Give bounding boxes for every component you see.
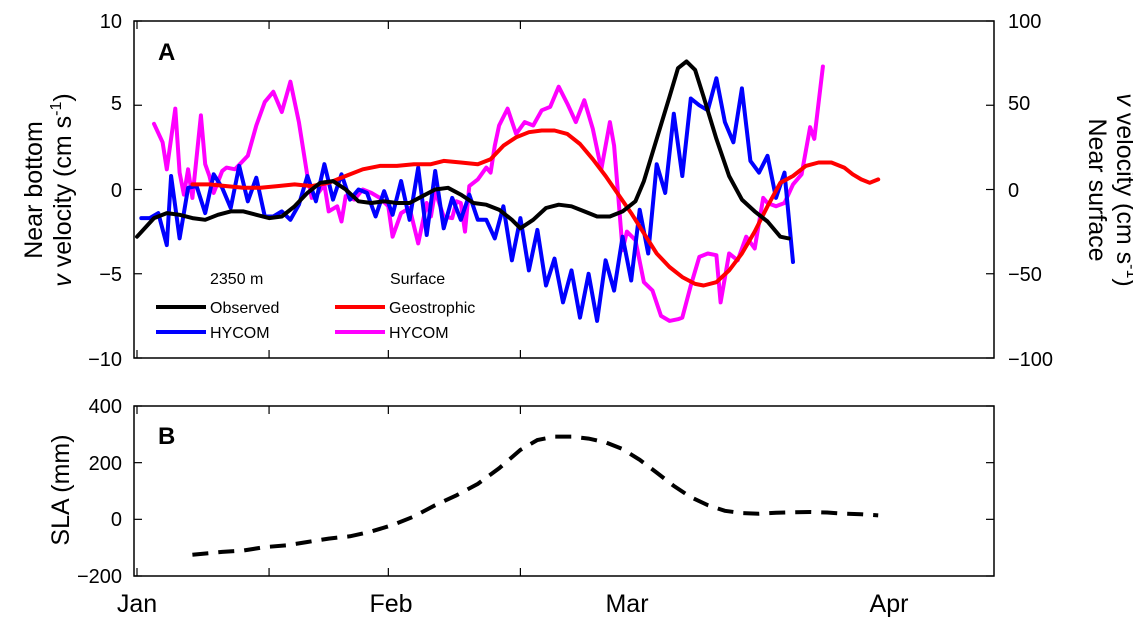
panel-a-tick-label-right-3: −50 <box>1008 264 1042 286</box>
series-line-hycom-left <box>139 76 795 323</box>
panel-a-tick-label-left-0: 10 <box>100 11 122 33</box>
panel-a-tick-label-left-1: 5 <box>111 93 122 115</box>
panel-a-ylabel-left-line2: v velocity (cm s-1) <box>48 93 77 286</box>
panel-b-tick-label-2: 0 <box>111 509 122 531</box>
x-tick-label-jan: Jan <box>117 590 157 618</box>
legend-label-geostrophic: Geostrophic <box>389 300 475 317</box>
panel-a-ylabel-left-line1: Near bottom <box>20 121 48 259</box>
panel-a-tick-label-left-2: 0 <box>111 180 122 202</box>
x-tick-label-mar: Mar <box>605 590 648 618</box>
legend-label-hycom-surface: HYCOM <box>389 325 449 342</box>
series-line-sla-0 <box>192 434 879 557</box>
panel-a-tick-label-right-0: 100 <box>1008 11 1041 33</box>
series-line-hycom-right <box>152 64 825 323</box>
panel-b-series-lines <box>192 434 879 557</box>
legend: 2350 m Surface Observed HYCOM Geostrophi… <box>156 271 475 342</box>
legend-group-title-surface: Surface <box>390 271 445 288</box>
legend-label-observed: Observed <box>210 300 279 317</box>
panel-a-y-ticks <box>134 20 994 359</box>
panel-b-frame <box>133 405 995 577</box>
panel-a-label: A <box>158 39 175 66</box>
panel-a-tick-label-right-1: 50 <box>1008 93 1030 115</box>
panel-b-tick-label-3: −200 <box>77 566 122 588</box>
panel-b-tick-label-1: 200 <box>89 453 122 475</box>
panel-a-series-lines <box>135 59 881 323</box>
panel-a-x-ticks <box>136 21 522 358</box>
panel-b-tick-label-0: 400 <box>89 396 122 418</box>
panel-a: 10 5 0 −5 −10 100 50 0 −50 −100 A Near b… <box>20 11 1133 371</box>
series-line-observed-left <box>135 59 791 241</box>
legend-label-hycom-bottom: HYCOM <box>210 325 270 342</box>
legend-group-title-2350m: 2350 m <box>210 271 263 288</box>
panel-b-y-ticks <box>134 405 994 577</box>
panel-b-label: B <box>158 423 175 450</box>
panel-b-ylabel: SLA (mm) <box>47 434 75 545</box>
panel-a-tick-label-right-2: 0 <box>1008 180 1019 202</box>
panel-a-tick-label-right-4: −100 <box>1008 349 1053 371</box>
x-tick-label-feb: Feb <box>369 590 412 618</box>
panel-a-tick-label-left-4: −10 <box>88 349 122 371</box>
panel-a-tick-label-left-3: −5 <box>99 264 122 286</box>
panel-a-ylabel-right-line1: Near surface <box>1083 118 1111 261</box>
x-tick-label-apr: Apr <box>870 590 909 618</box>
panel-b: 400 200 0 −200 B SLA (mm) Jan Feb Mar Ap… <box>47 396 995 618</box>
panel-a-ylabel-right-line2: v velocity (cm s-1) <box>1111 93 1133 286</box>
panel-b-x-ticks <box>136 406 522 576</box>
